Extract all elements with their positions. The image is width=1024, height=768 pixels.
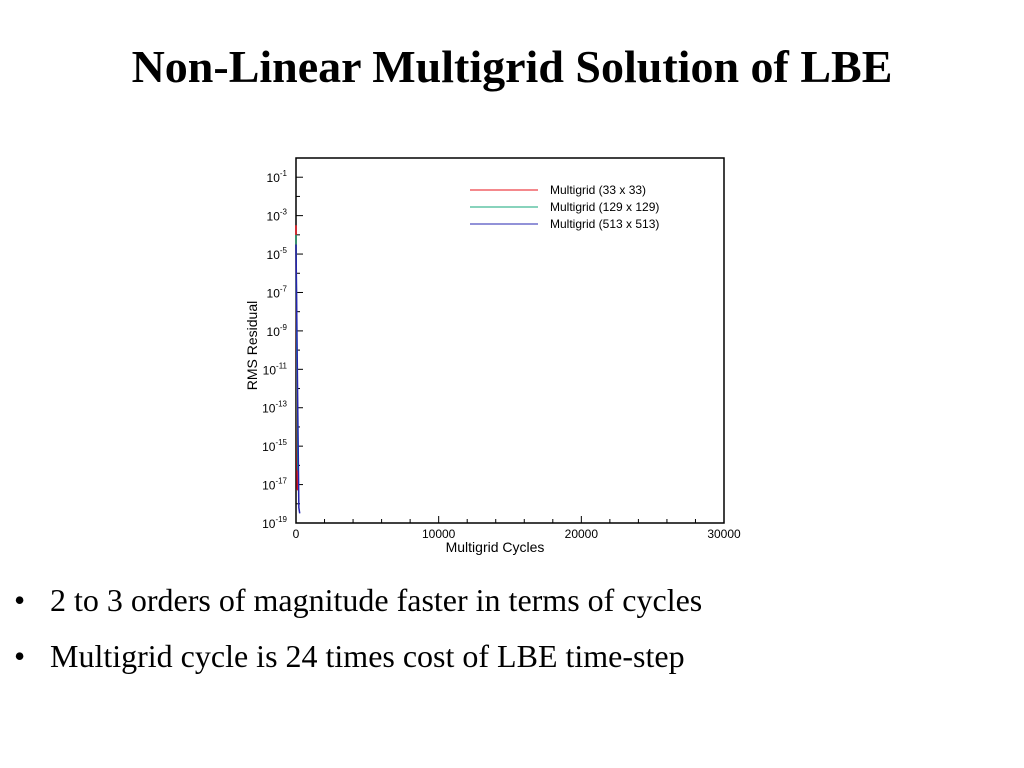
x-tick-label: 20000 xyxy=(565,527,599,541)
y-tick-label: 10-9 xyxy=(267,323,288,339)
bullet-item: • Multigrid cycle is 24 times cost of LB… xyxy=(0,636,1024,676)
y-axis-label: RMS Residual xyxy=(244,301,260,390)
bullet-text: Multigrid cycle is 24 times cost of LBE … xyxy=(50,638,685,674)
y-tick-label: 10-11 xyxy=(263,361,288,377)
y-tick-label: 10-19 xyxy=(262,515,287,531)
y-tick-label: 10-17 xyxy=(262,477,287,493)
slide-title: Non-Linear Multigrid Solution of LBE xyxy=(131,41,893,92)
legend-label: Multigrid (513 x 513) xyxy=(550,217,659,231)
x-axis-label: Multigrid Cycles xyxy=(446,539,545,555)
residual-chart: 0 10000 20000 30000 10-1 10-3 10-5 10-7 10-9 10-1… xyxy=(244,157,741,555)
legend-label: Multigrid (33 x 33) xyxy=(550,183,646,197)
bullet-dot: • xyxy=(14,582,26,618)
bullet-list: • 2 to 3 orders of magnitude faster in t… xyxy=(0,580,1024,692)
x-tick-label: 0 xyxy=(293,527,300,541)
y-tick-label: 10-7 xyxy=(267,284,288,300)
x-tick-label: 10000 xyxy=(422,527,456,541)
y-tick-label: 10-1 xyxy=(267,169,288,185)
y-tick-label: 10-13 xyxy=(262,400,287,416)
y-tick-label: 10-5 xyxy=(267,246,288,262)
bullet-dot: • xyxy=(14,638,26,674)
y-tick-label: 10-15 xyxy=(262,438,287,454)
x-tick-label: 30000 xyxy=(707,527,741,541)
plot-frame xyxy=(295,157,725,524)
bullet-text: 2 to 3 orders of magnitude faster in ter… xyxy=(50,582,703,618)
series-line xyxy=(295,244,301,514)
y-tick-label: 10-3 xyxy=(267,208,288,224)
bullet-item: • 2 to 3 orders of magnitude faster in t… xyxy=(0,580,1024,620)
legend-label: Multigrid (129 x 129) xyxy=(550,200,659,214)
